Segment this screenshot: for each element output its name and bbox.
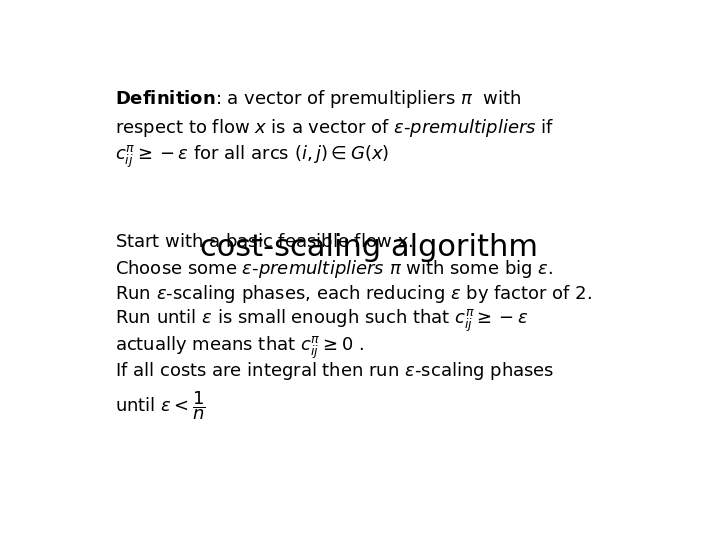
Text: $\mathbf{Definition}$: a vector of premultipliers $\pi$  with: $\mathbf{Definition}$: a vector of premu… xyxy=(115,87,521,110)
Text: Run until $\varepsilon$ is small enough such that $c^{\pi}_{ij} \geq -\varepsilo: Run until $\varepsilon$ is small enough … xyxy=(115,308,528,334)
Text: actually means that $c^{\pi}_{ij} \geq 0$ .: actually means that $c^{\pi}_{ij} \geq 0… xyxy=(115,335,364,361)
Text: respect to flow $x$ is a vector of $\varepsilon$-$\mathit{premultipliers}$ if: respect to flow $x$ is a vector of $\var… xyxy=(115,117,554,139)
Text: until $\varepsilon < \dfrac{1}{n}$: until $\varepsilon < \dfrac{1}{n}$ xyxy=(115,389,206,422)
Text: cost-scaling algorithm: cost-scaling algorithm xyxy=(200,233,538,262)
Text: Choose some $\varepsilon$-$\mathit{premultipliers}$ $\pi$ with some big $\vareps: Choose some $\varepsilon$-$\mathit{premu… xyxy=(115,258,554,280)
Text: Run $\varepsilon$-scaling phases, each reducing $\varepsilon$ by factor of 2.: Run $\varepsilon$-scaling phases, each r… xyxy=(115,283,593,305)
Text: $c^{\pi}_{ij} \geq -\varepsilon$ for all arcs $(i, j) \in G(x)$: $c^{\pi}_{ij} \geq -\varepsilon$ for all… xyxy=(115,144,390,170)
Text: Start with a basic feasible flow $x$.: Start with a basic feasible flow $x$. xyxy=(115,233,413,251)
Text: If all costs are integral then run $\varepsilon$-scaling phases: If all costs are integral then run $\var… xyxy=(115,360,554,382)
